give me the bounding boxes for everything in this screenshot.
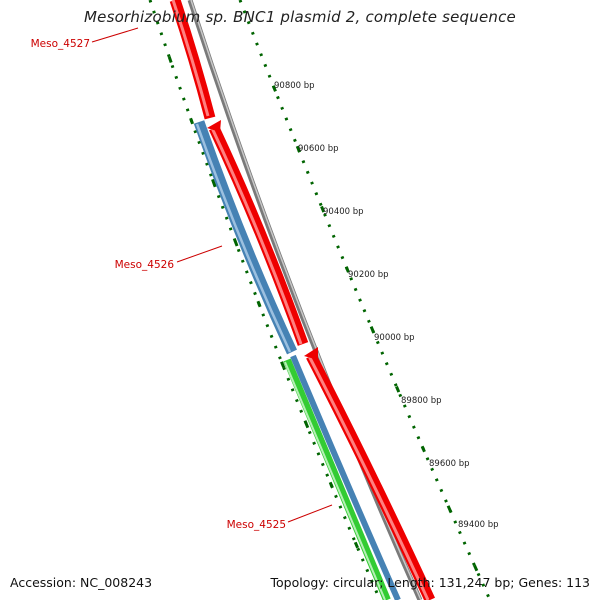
outer-major-ticks xyxy=(271,85,479,572)
gene-forward-middle-arrow xyxy=(207,120,221,132)
tick-label: 90200 bp xyxy=(348,270,389,280)
gene-forward-lower-highlight xyxy=(307,355,430,600)
major-tick xyxy=(189,117,194,125)
map-title: Mesorhizobium sp. BNC1 plasmid 2, comple… xyxy=(84,8,516,26)
major-tick xyxy=(256,300,262,308)
gene-forward-middle[interactable] xyxy=(209,125,309,346)
gene-meso-4527[interactable] xyxy=(169,0,216,120)
topology-summary: Topology: circular; Length: 131,247 bp; … xyxy=(270,575,591,590)
tick-label: 90600 bp xyxy=(298,144,339,154)
gene-meso-4526[interactable] xyxy=(193,120,297,355)
major-tick xyxy=(167,56,173,64)
tick-label: 90800 bp xyxy=(274,81,315,91)
tick-label: 89800 bp xyxy=(401,396,442,406)
major-tick xyxy=(280,361,286,368)
tick-label: 90000 bp xyxy=(374,333,415,343)
major-tick xyxy=(473,564,479,572)
gene-forward-lower-arrow xyxy=(304,347,318,360)
major-tick xyxy=(420,445,426,453)
gene-label-meso-4527[interactable]: Meso_4527 xyxy=(31,38,90,50)
major-tick xyxy=(295,145,301,153)
gene-meso-4525[interactable] xyxy=(283,358,391,600)
major-tick xyxy=(211,178,216,186)
major-tick xyxy=(233,239,239,247)
major-tick xyxy=(353,541,359,549)
gene-label-leader-4526 xyxy=(176,245,223,263)
tick-label: 89600 bp xyxy=(429,459,470,469)
gene-meso-4527-highlight xyxy=(171,0,210,117)
major-tick xyxy=(395,385,401,393)
major-tick xyxy=(369,326,375,333)
major-tick xyxy=(446,505,452,512)
tick-label: 89400 bp xyxy=(458,520,499,530)
tick-label: 90400 bp xyxy=(323,207,364,217)
major-tick xyxy=(271,85,277,92)
gene-label-leader-4527 xyxy=(91,27,139,43)
tick-labels: 90800 bp 90600 bp 90400 bp 90200 bp 9000… xyxy=(274,81,499,530)
major-tick xyxy=(328,481,334,489)
gene-label-meso-4526[interactable]: Meso_4526 xyxy=(115,259,175,271)
gene-forward-lower[interactable] xyxy=(306,353,435,600)
sequence-backbone xyxy=(187,0,423,600)
gene-meso-4526-highlight xyxy=(195,123,292,353)
outer-tick-ring xyxy=(238,0,492,600)
major-tick xyxy=(320,205,326,213)
accession-text: Accession: NC_008243 xyxy=(10,575,153,590)
gene-label-leader-4525 xyxy=(287,504,333,523)
gene-forward-middle-highlight xyxy=(210,127,303,345)
major-tick xyxy=(304,421,310,429)
gene-meso-4526-lower[interactable] xyxy=(290,354,401,600)
major-tick xyxy=(344,266,350,273)
inner-major-ticks xyxy=(167,56,359,549)
gene-meso-4525-highlight xyxy=(284,361,386,600)
gene-label-meso-4525[interactable]: Meso_4525 xyxy=(227,519,286,531)
